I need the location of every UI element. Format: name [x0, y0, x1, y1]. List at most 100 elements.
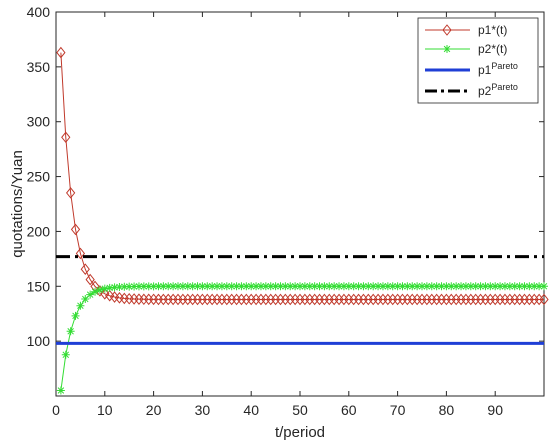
data-point-asterisk	[374, 282, 383, 291]
data-point-asterisk	[369, 282, 378, 291]
data-point-asterisk	[378, 282, 387, 291]
legend-label: p1*(t)	[478, 23, 507, 37]
y-axis-ticks: 100 150 200 250 300 350 400	[27, 4, 544, 349]
data-point-asterisk	[418, 282, 426, 291]
data-point-asterisk	[540, 282, 548, 291]
data-point-asterisk	[252, 282, 261, 291]
data-point-asterisk	[466, 282, 475, 291]
data-point-asterisk	[276, 282, 285, 291]
data-point-asterisk	[305, 282, 314, 291]
data-point-asterisk	[174, 282, 182, 291]
data-point-asterisk	[359, 282, 368, 291]
data-point-asterisk	[227, 282, 236, 291]
legend-label: p2*(t)	[478, 42, 507, 56]
x-tick-label: 50	[292, 402, 308, 418]
data-point-diamond	[442, 24, 452, 36]
data-point-asterisk	[281, 282, 290, 291]
data-point-asterisk	[183, 282, 192, 291]
data-point-asterisk	[457, 282, 466, 291]
data-point-asterisk	[149, 282, 158, 291]
series-line	[60, 52, 544, 300]
data-point-asterisk	[510, 282, 519, 291]
data-point-diamond	[56, 46, 66, 59]
data-point-asterisk	[530, 282, 539, 291]
x-tick-label: 20	[146, 402, 162, 418]
y-tick-label: 300	[27, 114, 51, 130]
data-point-asterisk	[443, 45, 451, 53]
data-point-asterisk	[535, 282, 544, 291]
legend-label-superscript: Pareto	[491, 61, 518, 71]
data-point-asterisk	[100, 284, 109, 293]
data-point-asterisk	[222, 282, 231, 291]
data-point-asterisk	[130, 282, 139, 291]
data-point-asterisk	[364, 282, 373, 291]
data-point-asterisk	[296, 282, 304, 291]
data-point-asterisk	[310, 282, 319, 291]
x-tick-label: 90	[487, 402, 503, 418]
data-point-asterisk	[393, 282, 402, 291]
data-point-asterisk	[442, 282, 451, 291]
data-point-asterisk	[500, 282, 509, 291]
data-point-asterisk	[422, 282, 431, 291]
data-point-asterisk	[432, 282, 441, 291]
data-point-asterisk	[398, 282, 407, 291]
data-point-asterisk	[383, 282, 392, 291]
x-tick-label: 0	[52, 402, 60, 418]
data-point-asterisk	[271, 282, 280, 291]
data-point-asterisk	[486, 282, 495, 291]
x-tick-label: 60	[341, 402, 357, 418]
y-axis-label: quotations/Yuan	[9, 150, 26, 258]
legend-item: p2*(t)	[425, 42, 507, 56]
data-point-asterisk	[505, 282, 514, 291]
data-point-asterisk	[315, 282, 324, 291]
data-point-diamond	[85, 273, 95, 286]
data-point-asterisk	[86, 290, 95, 299]
data-point-diamond	[539, 293, 549, 306]
data-point-asterisk	[198, 282, 207, 291]
data-point-asterisk	[71, 311, 80, 320]
data-point-asterisk	[427, 282, 436, 291]
data-point-asterisk	[461, 282, 470, 291]
data-point-asterisk	[325, 282, 334, 291]
data-point-asterisk	[408, 282, 417, 291]
y-tick-label: 200	[27, 223, 51, 239]
data-point-asterisk	[525, 282, 534, 291]
data-point-asterisk	[300, 282, 309, 291]
data-point-asterisk	[61, 350, 70, 359]
data-point-asterisk	[105, 283, 114, 292]
series-asterisk	[56, 282, 548, 395]
data-point-asterisk	[247, 282, 256, 291]
data-point-asterisk	[159, 282, 168, 291]
data-point-asterisk	[232, 282, 241, 291]
data-point-asterisk	[95, 285, 104, 294]
data-point-asterisk	[339, 282, 348, 291]
y-tick-label: 400	[27, 4, 51, 20]
legend-label-superscript: Pareto	[491, 82, 518, 92]
data-point-asterisk	[139, 282, 148, 291]
data-point-asterisk	[169, 282, 178, 291]
legend-box	[417, 17, 539, 104]
data-point-asterisk	[81, 295, 90, 304]
data-point-asterisk	[66, 327, 75, 336]
data-point-asterisk	[471, 282, 480, 291]
data-point-asterisk	[256, 282, 265, 291]
x-tick-label: 10	[97, 402, 113, 418]
data-point-asterisk	[213, 282, 222, 291]
data-point-asterisk	[178, 282, 187, 291]
x-tick-label: 40	[243, 402, 259, 418]
data-point-asterisk	[403, 282, 412, 291]
y-tick-label: 250	[27, 169, 51, 185]
data-point-diamond	[80, 263, 90, 276]
data-point-diamond	[70, 223, 81, 236]
data-point-asterisk	[154, 282, 163, 291]
data-point-asterisk	[134, 282, 143, 291]
data-point-asterisk	[349, 282, 358, 291]
x-tick-label: 80	[439, 402, 455, 418]
data-point-asterisk	[452, 282, 461, 291]
data-point-asterisk	[330, 282, 339, 291]
data-point-asterisk	[237, 282, 246, 291]
x-axis-ticks: 0 10 20 30 40 50 60 70 80 90	[52, 12, 503, 418]
data-point-asterisk	[164, 282, 173, 291]
data-point-diamond	[65, 187, 76, 199]
